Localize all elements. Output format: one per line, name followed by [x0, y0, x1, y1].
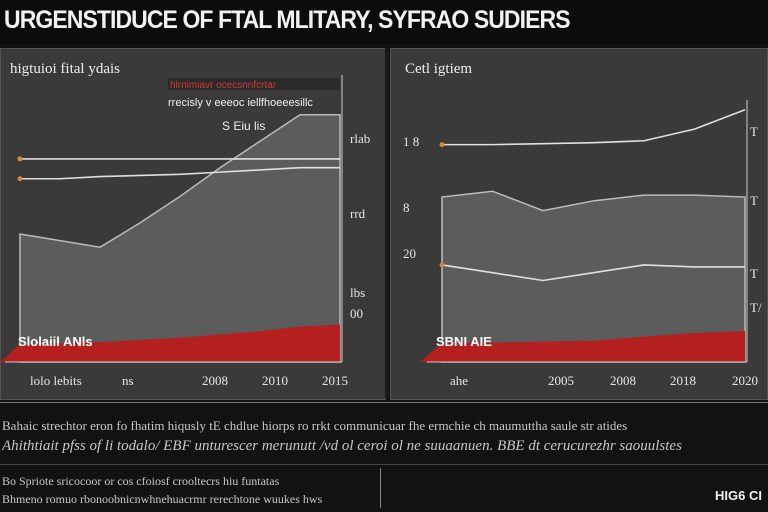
chart1-upper-line-point [17, 176, 23, 182]
chart1-gray-area [19, 113, 341, 363]
chart2-lower-line-point [439, 262, 445, 268]
chart2-red-band [420, 330, 745, 362]
chart1-x-tick-label: 2015 [322, 373, 348, 388]
chart2-top-line-point [439, 142, 445, 148]
chart1-right-label: rrd [350, 206, 366, 221]
chart1-annotation-red: hlrnimiavr ocecsnnfcrtar [170, 80, 277, 91]
chart2-right-label: T/ [750, 300, 762, 315]
chart1-title: higtuioi fital ydais [10, 61, 120, 77]
chart2-left-label: 8 [403, 200, 410, 215]
chart1-right-label: 00 [350, 306, 363, 321]
chart2-gray-area [441, 190, 746, 363]
divider-line-2 [0, 464, 768, 465]
chart2-band-label: SBNI AIE [436, 334, 492, 349]
divider-line [0, 402, 768, 403]
chart2-lower-line-line [441, 264, 745, 282]
chart2-left-label: 20 [403, 246, 416, 261]
chart2-x-tick-label: ahe [450, 373, 468, 388]
chart1-annotation-bg [168, 78, 340, 90]
page-title: URGENSTIDUCE OF FTAL MLITARY, SYFRAO SUD… [4, 6, 571, 34]
chart2-x-tick-label: 2008 [610, 373, 636, 388]
chart2-right-label: T [750, 266, 758, 281]
description-line-2: Ahithtiait pfss of li todalo/ EBF unture… [2, 438, 682, 454]
chart1-x-tick-label: 2008 [202, 373, 228, 388]
chart2-left-label: 1 8 [403, 134, 419, 149]
chart1-x-tick-label: lolo lebits [30, 373, 82, 388]
description-line-3: Bo Spriote sricocoor or cos cfoiosf croo… [2, 474, 280, 488]
chart2-right-label: T [750, 124, 758, 139]
chart2-title: Cetl igtiem [405, 61, 472, 77]
chart2-x-tick-label: 2018 [670, 373, 696, 388]
charts-canvas: higtuioi fital ydais Slolaiil ANls lolo le… [0, 61, 762, 388]
chart1-reference-line-point [17, 156, 23, 162]
chart1-x-tick-label: 2010 [262, 373, 288, 388]
panel-divider [385, 48, 389, 398]
chart1-right-label: lbs [350, 285, 365, 300]
chart1-red-band [0, 324, 340, 362]
description-line-4: Bhmeno romuo rbonoobnicnwhnehuacrmr rere… [2, 492, 323, 506]
chart1-annotation-line-2: S Eiu lis [222, 119, 265, 133]
chart1-band-label: Slolaiil ANls [18, 334, 93, 349]
chart1-upper-line-line [20, 166, 340, 180]
corner-tag: HIG6 CI [715, 488, 762, 503]
description-line-1: Bahaic strechtor eron fo fhatim hiqusly … [2, 418, 628, 433]
chart2-x-tick-label: 2020 [732, 373, 758, 388]
chart1-right-label: rlab [350, 131, 370, 146]
chart2-top-line-line [442, 108, 746, 146]
chart2-right-label: T [750, 193, 758, 208]
chart1-x-tick-label: ns [122, 373, 134, 388]
footer-separator [380, 468, 381, 508]
chart2-x-tick-label: 2005 [548, 373, 574, 388]
title-bar: URGENSTIDUCE OF FTAL MLITARY, SYFRAO SUD… [0, 0, 768, 44]
chart1-annotation-line-1: rrecisly v eeeoc iellfhoeeesillc [168, 97, 313, 109]
